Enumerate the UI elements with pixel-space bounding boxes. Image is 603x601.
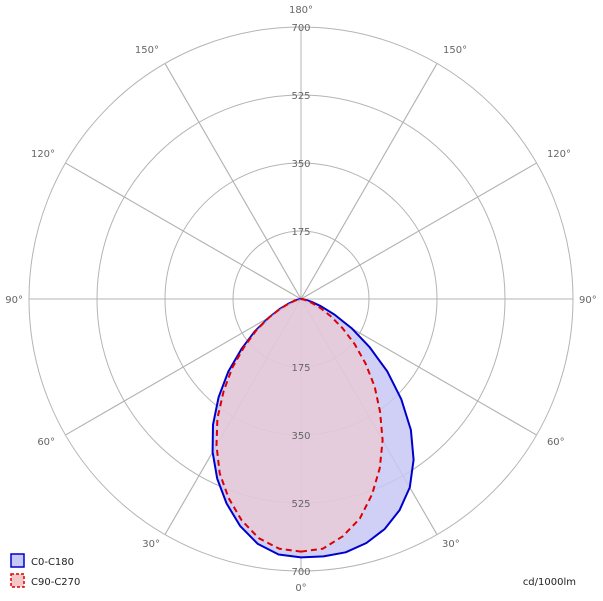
legend: C0-C180 C90-C270 xyxy=(10,553,80,588)
unit-label: cd/1000lm xyxy=(523,577,576,588)
series-c90-c270-curve xyxy=(215,298,384,553)
ring-label-bottom-2: 350 xyxy=(291,431,310,442)
legend-swatch-c90-c270 xyxy=(10,573,25,588)
angle-label-right-60: 60° xyxy=(547,437,565,448)
legend-label-c90-c270: C90-C270 xyxy=(31,577,80,588)
ring-label-bottom-4: 700 xyxy=(291,567,310,578)
angle-label-right-30: 30° xyxy=(442,539,460,550)
angle-label-right-90: 90° xyxy=(579,295,597,306)
legend-label-c0-c180: C0-C180 xyxy=(31,557,74,568)
series-layer xyxy=(211,298,415,559)
angle-label-left-120: 120° xyxy=(31,149,55,160)
angle-labels: 180° 0° 150° 150° 120° 120° 90° 90° 60° 60° 30° 30° xyxy=(5,5,596,594)
angle-label-top: 180° xyxy=(289,5,313,16)
angle-label-left-30: 30° xyxy=(142,539,160,550)
ring-label-bottom-3: 525 xyxy=(291,499,310,510)
ring-label-top-2: 350 xyxy=(291,159,310,170)
ring-label-bottom-1: 175 xyxy=(291,363,310,374)
angle-label-right-150: 150° xyxy=(443,45,467,56)
angle-label-left-60: 60° xyxy=(37,437,55,448)
angle-label-left-150: 150° xyxy=(135,45,159,56)
ring-labels: 175 175 350 350 525 525 700 700 xyxy=(291,23,310,578)
ring-label-top-4: 700 xyxy=(291,23,310,34)
legend-swatch-c0-c180 xyxy=(10,553,25,568)
angle-label-left-90: 90° xyxy=(5,295,23,306)
ring-label-top-1: 175 xyxy=(291,227,310,238)
ring-label-top-3: 525 xyxy=(291,91,310,102)
angle-label-right-120: 120° xyxy=(547,149,571,160)
angle-label-bottom: 0° xyxy=(295,583,306,594)
